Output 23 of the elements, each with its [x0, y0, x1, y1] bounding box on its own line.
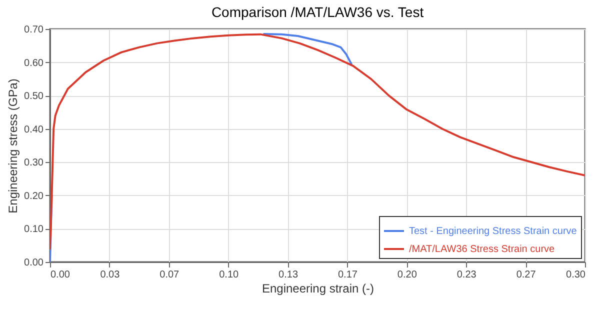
x-tick-label: 0.23	[456, 270, 477, 280]
legend-label: Test - Engineering Stress Strain curve	[409, 226, 578, 237]
x-tick-label: 0.10	[219, 270, 239, 280]
chart-title: Comparison /MAT/LAW36 vs. Test	[211, 4, 424, 20]
x-tick-label: 0.27	[516, 270, 536, 280]
x-tick-label: 0.07	[160, 270, 180, 280]
x-tick-label: 0.00	[50, 270, 70, 280]
y-tick-label: 0.20	[24, 190, 44, 202]
y-tick-label: 0.40	[24, 124, 44, 136]
legend-label: /MAT/LAW36 Stress Strain curve	[409, 244, 556, 255]
y-axis-title: Engineering stress (GPa)	[6, 78, 20, 214]
y-tick-label: 0.70	[24, 24, 44, 36]
y-tick-label: 0.00	[24, 258, 44, 268]
x-tick-label: 0.03	[100, 270, 120, 280]
y-tick-label: 0.50	[24, 91, 44, 102]
x-tick-label: 0.20	[397, 270, 418, 280]
x-tick-label: 0.30	[566, 270, 586, 280]
y-tick-label: 0.30	[24, 158, 44, 169]
x-axis-title: Engineering strain (-)	[262, 282, 374, 296]
y-tick-label: 0.10	[24, 224, 44, 236]
x-tick-label: 0.17	[338, 270, 358, 280]
x-tick-label: 0.13	[278, 270, 298, 280]
y-tick-label: 0.60	[24, 58, 44, 69]
